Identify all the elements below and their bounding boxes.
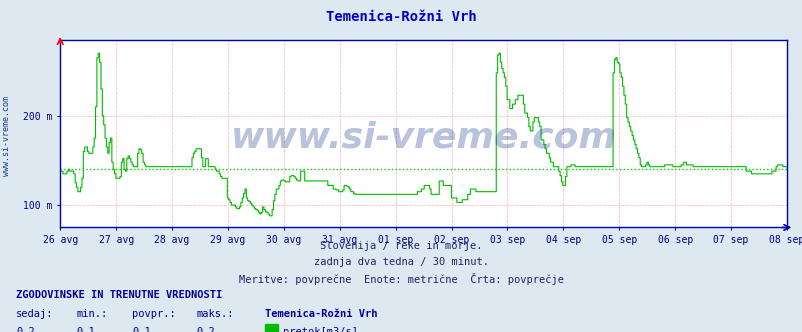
Text: 0,1: 0,1 [132,327,151,332]
Text: 0,1: 0,1 [76,327,95,332]
Text: 0,2: 0,2 [196,327,215,332]
Text: povpr.:: povpr.: [132,309,176,319]
Text: Meritve: povprečne  Enote: metrične  Črta: povprečje: Meritve: povprečne Enote: metrične Črta:… [239,273,563,285]
Text: pretok[m3/s]: pretok[m3/s] [282,327,357,332]
Text: www.si-vreme.com: www.si-vreme.com [2,96,11,176]
Text: 0,2: 0,2 [16,327,34,332]
Text: maks.:: maks.: [196,309,234,319]
Text: Slovenija / reke in morje.: Slovenija / reke in morje. [320,241,482,251]
Text: www.si-vreme.com: www.si-vreme.com [230,121,616,154]
Text: min.:: min.: [76,309,107,319]
Text: Temenica-Rožni Vrh: Temenica-Rožni Vrh [326,10,476,24]
Text: ZGODOVINSKE IN TRENUTNE VREDNOSTI: ZGODOVINSKE IN TRENUTNE VREDNOSTI [16,290,222,300]
Text: zadnja dva tedna / 30 minut.: zadnja dva tedna / 30 minut. [314,257,488,267]
Text: Temenica-Rožni Vrh: Temenica-Rožni Vrh [265,309,377,319]
Text: sedaj:: sedaj: [16,309,54,319]
